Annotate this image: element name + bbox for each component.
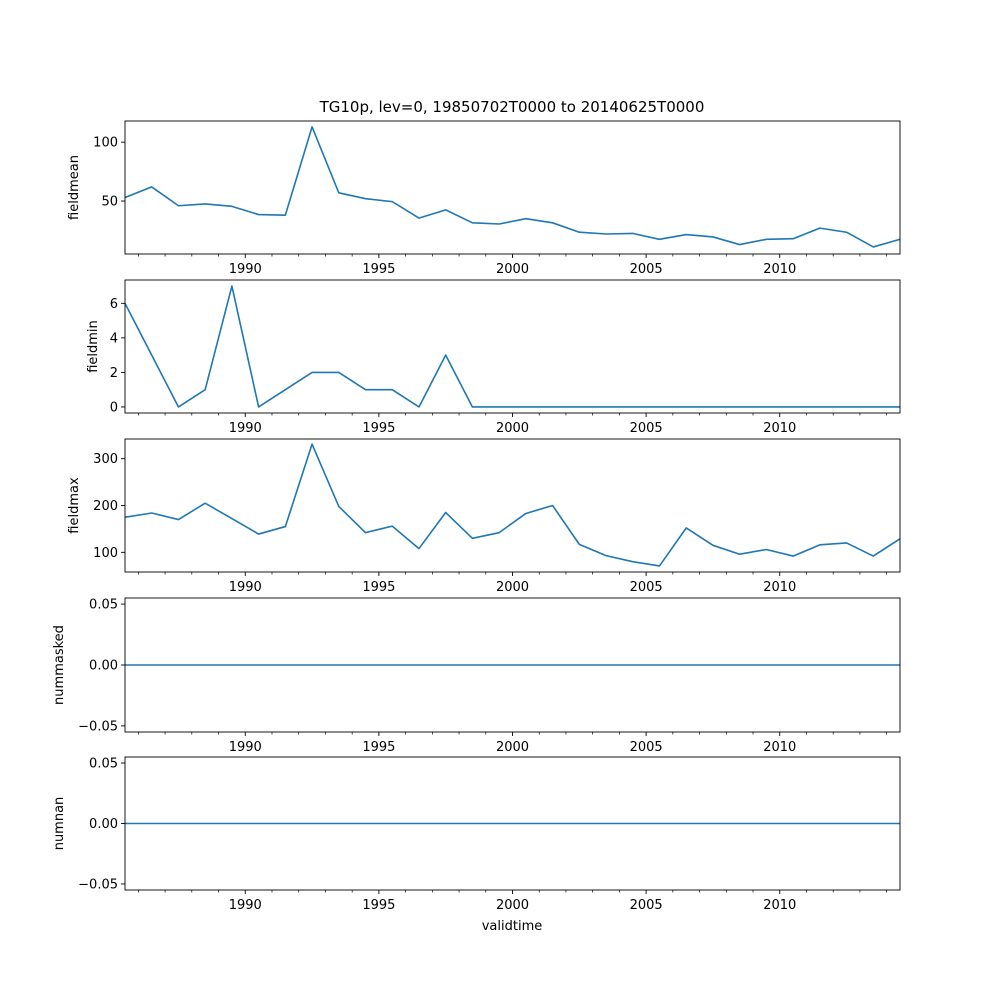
x-tick-label: 1995 — [362, 262, 395, 277]
y-tick-label: 0.00 — [89, 659, 118, 674]
y-tick-label: 0.05 — [89, 598, 118, 613]
y-tick-label: 6 — [110, 297, 118, 312]
x-tick-label: 2010 — [763, 740, 796, 755]
x-tick-label: 2010 — [763, 421, 796, 436]
x-tick-label: 1990 — [229, 580, 262, 595]
y-axis-label-fieldmax: fieldmax — [67, 477, 82, 534]
y-tick-label: 0.05 — [89, 757, 118, 772]
x-tick-label: 1990 — [229, 898, 262, 913]
y-tick-label: 0 — [110, 400, 118, 415]
x-tick-label: 2000 — [496, 898, 529, 913]
subplot-fieldmax: 100 200 300 fieldmax 1990 1995 2000 2005 2010 — [67, 438, 901, 595]
x-tick-label: 2005 — [630, 898, 663, 913]
x-tick-label: 2005 — [630, 421, 663, 436]
x-tick-label: 1995 — [362, 740, 395, 755]
subplot-nummasked: −0.05 0.00 0.05 nummasked 1990 1995 2000 2005 20… — [52, 597, 901, 755]
x-tick-label: 2000 — [496, 262, 529, 277]
x-tick-label: 2010 — [763, 262, 796, 277]
y-tick-label: 200 — [93, 499, 118, 514]
x-tick-label: 1990 — [229, 740, 262, 755]
y-axis-label-fieldmean: fieldmean — [67, 155, 82, 220]
subplot-numnan: −0.05 0.00 0.05 numnan 1990 1995 2000 2005 2010 — [52, 757, 901, 913]
x-tick-label: 2000 — [496, 580, 529, 595]
y-tick-label: 50 — [101, 195, 118, 210]
x-tick-label: 2000 — [496, 740, 529, 755]
y-tick-label: 0.00 — [89, 817, 118, 832]
y-axis-label-numnan: numnan — [52, 797, 67, 851]
series-line-fieldmean — [125, 126, 900, 248]
x-tick-label: 1995 — [362, 421, 395, 436]
x-tick-label: 2010 — [763, 898, 796, 913]
y-axis-label-nummasked: nummasked — [52, 625, 67, 705]
subplot-stack: 50 100 fieldmean 1990 1995 2000 2005 2010 0 2 4 6 fi… — [52, 120, 901, 913]
x-tick-label: 1990 — [229, 262, 262, 277]
x-tick-label: 1995 — [362, 580, 395, 595]
y-tick-label: −0.05 — [78, 719, 118, 734]
y-tick-label: 4 — [110, 331, 118, 346]
x-tick-label: 2000 — [496, 421, 529, 436]
subplot-fieldmin: 0 2 4 6 fieldmin 1990 1995 2000 2005 2010 — [86, 279, 901, 436]
y-tick-label: 100 — [93, 546, 118, 561]
x-tick-label: 2005 — [630, 262, 663, 277]
series-line-fieldmin — [125, 285, 900, 408]
x-tick-label: 2010 — [763, 580, 796, 595]
x-tick-label: 1990 — [229, 421, 262, 436]
subplot-fieldmean: 50 100 fieldmean 1990 1995 2000 2005 2010 — [67, 120, 901, 277]
y-axis-label-fieldmin: fieldmin — [86, 320, 101, 373]
y-tick-label: 100 — [93, 136, 118, 151]
y-tick-label: 2 — [110, 366, 118, 381]
y-tick-label: 300 — [93, 452, 118, 467]
x-axis-label: validtime — [482, 919, 543, 934]
x-tick-label: 2005 — [630, 740, 663, 755]
x-tick-label: 1995 — [362, 898, 395, 913]
x-tick-label: 2005 — [630, 580, 663, 595]
series-line-fieldmax — [125, 443, 900, 567]
figure-title: TG10p, lev=0, 19850702T0000 to 20140625T… — [319, 98, 705, 116]
y-tick-label: −0.05 — [78, 877, 118, 892]
